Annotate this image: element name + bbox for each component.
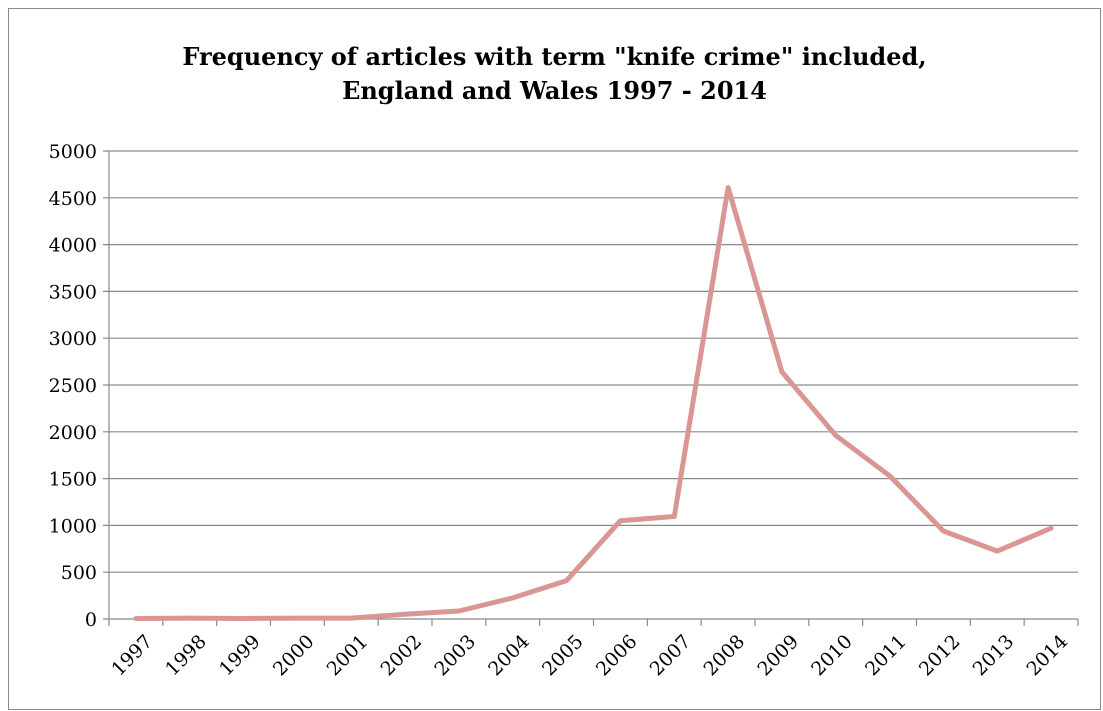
x-tick-label: 2014 bbox=[1022, 631, 1072, 681]
x-tick-label: 2002 bbox=[376, 631, 426, 681]
x-tick-label: 2008 bbox=[699, 631, 749, 681]
y-tick-label: 2500 bbox=[49, 375, 97, 397]
y-tick-label: 500 bbox=[61, 562, 97, 584]
x-tick-labels: 1997 1998 1999 2000 2001 2002 2003 2004 2005 2006… bbox=[107, 631, 1072, 681]
y-tick-label: 0 bbox=[85, 609, 97, 631]
x-tick-label: 2012 bbox=[915, 631, 965, 681]
series-line bbox=[133, 185, 1054, 621]
x-tick-label: 2011 bbox=[861, 631, 911, 681]
chart-title-line-1: Frequency of articles with term "knife c… bbox=[182, 42, 927, 71]
x-tick-label: 2007 bbox=[646, 631, 696, 681]
gridlines bbox=[103, 150, 1078, 573]
chart-frame bbox=[8, 8, 1101, 710]
y-tick-label: 3500 bbox=[49, 281, 97, 303]
x-tick-label: 2003 bbox=[430, 631, 480, 681]
chart-title-line-2: England and Wales 1997 - 2014 bbox=[342, 76, 767, 105]
x-tick-label: 2000 bbox=[269, 631, 319, 681]
y-tick-label: 2000 bbox=[49, 422, 97, 444]
x-tick-label: 2009 bbox=[753, 631, 803, 681]
y-tick-label: 5000 bbox=[49, 141, 97, 163]
x-tick-label: 2006 bbox=[592, 631, 642, 681]
y-tick-label: 4500 bbox=[49, 188, 97, 210]
x-tick-label: 2013 bbox=[969, 631, 1019, 681]
x-tick-label: 1999 bbox=[215, 631, 265, 681]
y-tick-label: 1500 bbox=[49, 469, 97, 491]
y-tick-label: 3000 bbox=[49, 328, 97, 350]
x-tick-label: 2005 bbox=[538, 631, 588, 681]
x-tick-label: 2004 bbox=[484, 631, 534, 681]
y-tick-label: 1000 bbox=[49, 515, 97, 537]
y-tick-labels: 0 500 1000 1500 2000 2500 3000 3500 4000 4500 5000 bbox=[49, 141, 97, 631]
x-tick-label: 2001 bbox=[323, 631, 373, 681]
x-tick-label: 2010 bbox=[807, 631, 857, 681]
series bbox=[133, 185, 1054, 621]
chart-title: Frequency of articles with term "knife c… bbox=[8, 40, 1101, 108]
x-tick-label: 1998 bbox=[161, 631, 211, 681]
x-tick-label: 1997 bbox=[107, 631, 157, 681]
y-tick-label: 4000 bbox=[49, 235, 97, 257]
